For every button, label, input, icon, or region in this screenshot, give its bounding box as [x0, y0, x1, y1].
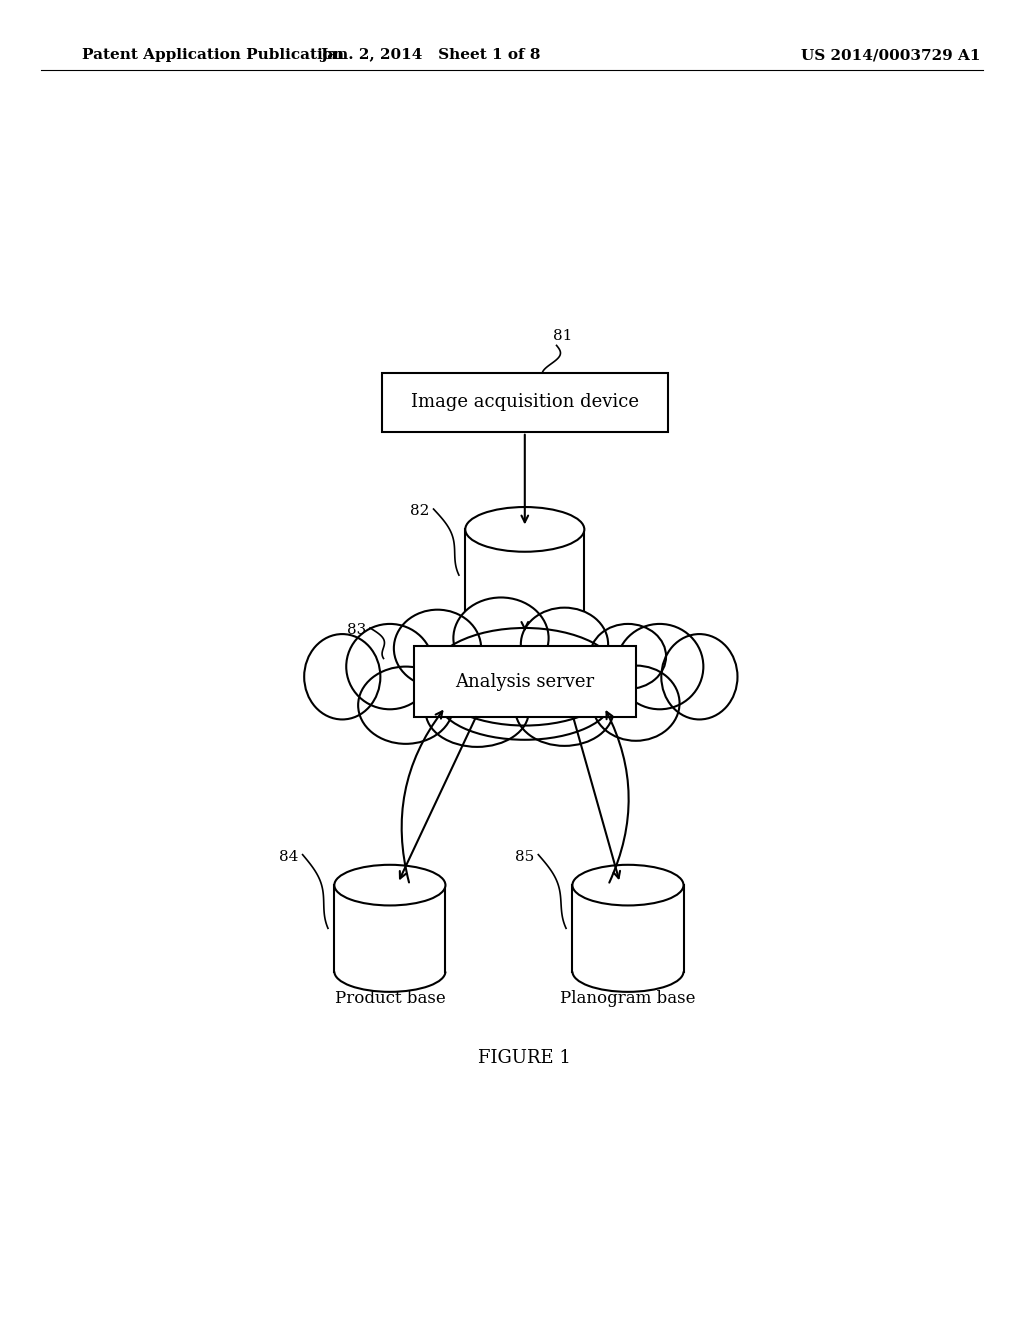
- Ellipse shape: [334, 865, 445, 906]
- Text: Image server: Image server: [469, 639, 581, 656]
- Ellipse shape: [437, 659, 612, 739]
- Ellipse shape: [394, 610, 481, 686]
- Ellipse shape: [572, 865, 684, 906]
- Ellipse shape: [465, 507, 585, 552]
- Ellipse shape: [590, 624, 666, 689]
- Text: Analysis server: Analysis server: [456, 673, 594, 690]
- FancyBboxPatch shape: [414, 647, 636, 718]
- Ellipse shape: [346, 624, 433, 709]
- Text: Planogram base: Planogram base: [560, 990, 695, 1007]
- Ellipse shape: [616, 624, 703, 709]
- FancyBboxPatch shape: [572, 886, 684, 972]
- Text: US 2014/0003729 A1: US 2014/0003729 A1: [801, 49, 981, 62]
- Ellipse shape: [592, 665, 680, 741]
- Ellipse shape: [454, 598, 549, 678]
- Text: 84: 84: [280, 850, 299, 863]
- Text: Product base: Product base: [335, 990, 445, 1007]
- Text: Jan. 2, 2014   Sheet 1 of 8: Jan. 2, 2014 Sheet 1 of 8: [319, 49, 541, 62]
- Text: 85: 85: [515, 850, 535, 863]
- FancyBboxPatch shape: [465, 529, 585, 620]
- Ellipse shape: [515, 673, 613, 746]
- Ellipse shape: [430, 628, 620, 726]
- Text: FIGURE 1: FIGURE 1: [478, 1049, 571, 1067]
- Ellipse shape: [521, 607, 608, 681]
- Text: 82: 82: [411, 504, 430, 517]
- Ellipse shape: [426, 676, 528, 747]
- FancyBboxPatch shape: [382, 372, 668, 432]
- Ellipse shape: [304, 634, 380, 719]
- Ellipse shape: [358, 667, 454, 744]
- Text: Patent Application Publication: Patent Application Publication: [82, 49, 344, 62]
- Text: Image acquisition device: Image acquisition device: [411, 393, 639, 412]
- Text: 81: 81: [553, 330, 572, 343]
- Ellipse shape: [662, 634, 737, 719]
- Text: 83: 83: [347, 623, 367, 636]
- FancyBboxPatch shape: [334, 886, 445, 972]
